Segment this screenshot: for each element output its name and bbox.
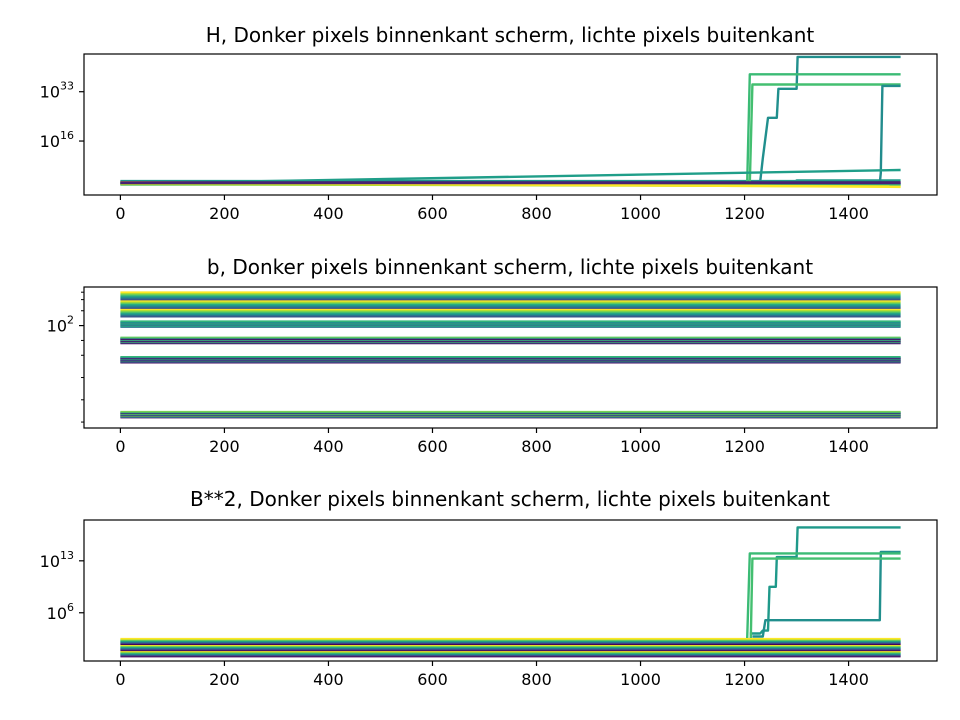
chart-panel-b2: B**2, Donker pixels binnenkant scherm, l… <box>40 487 938 689</box>
plot-area-1 <box>120 291 901 419</box>
x-tick-label: 600 <box>417 437 448 456</box>
x-tick-label: 400 <box>313 437 344 456</box>
axes-frame <box>83 519 938 662</box>
x-tick-label: 800 <box>521 437 552 456</box>
series-line-2 <box>120 73 901 184</box>
x-tick-label: 1200 <box>724 204 765 223</box>
series-line-1 <box>752 550 901 638</box>
x-tick-label: 1000 <box>620 670 661 689</box>
x-tick-label: 1000 <box>620 437 661 456</box>
chart-panel-h: H, Donker pixels binnenkant scherm, lich… <box>40 23 938 223</box>
chart-title-b: b, Donker pixels binnenkant scherm, lich… <box>207 255 813 279</box>
x-tick-label: 1200 <box>724 670 765 689</box>
x-tick-label: 1400 <box>828 437 869 456</box>
plot-area-0 <box>120 55 901 189</box>
series-line-2 <box>746 552 901 639</box>
x-tick-label: 1000 <box>620 204 661 223</box>
x-tick-label: 800 <box>521 670 552 689</box>
x-tick-label: 200 <box>209 670 240 689</box>
x-tick-label: 200 <box>209 437 240 456</box>
x-tick-label: 0 <box>115 670 125 689</box>
chart-panel-b: b, Donker pixels binnenkant scherm, lich… <box>47 255 938 456</box>
series-line-3 <box>120 83 901 185</box>
y-tick-label: 102 <box>47 314 74 336</box>
chart-title-b2: B**2, Donker pixels binnenkant scherm, l… <box>190 487 830 511</box>
x-tick-label: 600 <box>417 204 448 223</box>
x-tick-label: 800 <box>521 204 552 223</box>
plot-area-2 <box>120 526 901 658</box>
y-tick-label: 1013 <box>40 549 74 571</box>
y-tick-label: 1033 <box>40 80 74 102</box>
x-tick-label: 1400 <box>828 670 869 689</box>
x-tick-label: 0 <box>115 437 125 456</box>
x-tick-label: 400 <box>313 670 344 689</box>
y-tick-label: 106 <box>47 601 74 623</box>
chart-title-h: H, Donker pixels binnenkant scherm, lich… <box>206 23 815 47</box>
y-tick-label: 1016 <box>40 129 74 151</box>
axes-frame <box>83 53 938 196</box>
axes-frame <box>83 286 938 429</box>
x-tick-label: 1400 <box>828 204 869 223</box>
series-line-1 <box>120 55 901 183</box>
x-tick-label: 0 <box>115 204 125 223</box>
x-tick-label: 400 <box>313 204 344 223</box>
series-line-3 <box>749 557 901 639</box>
x-tick-label: 200 <box>209 204 240 223</box>
x-tick-label: 600 <box>417 670 448 689</box>
x-tick-label: 1200 <box>724 437 765 456</box>
series-line-5 <box>120 84 901 185</box>
series-line-0 <box>749 526 901 635</box>
